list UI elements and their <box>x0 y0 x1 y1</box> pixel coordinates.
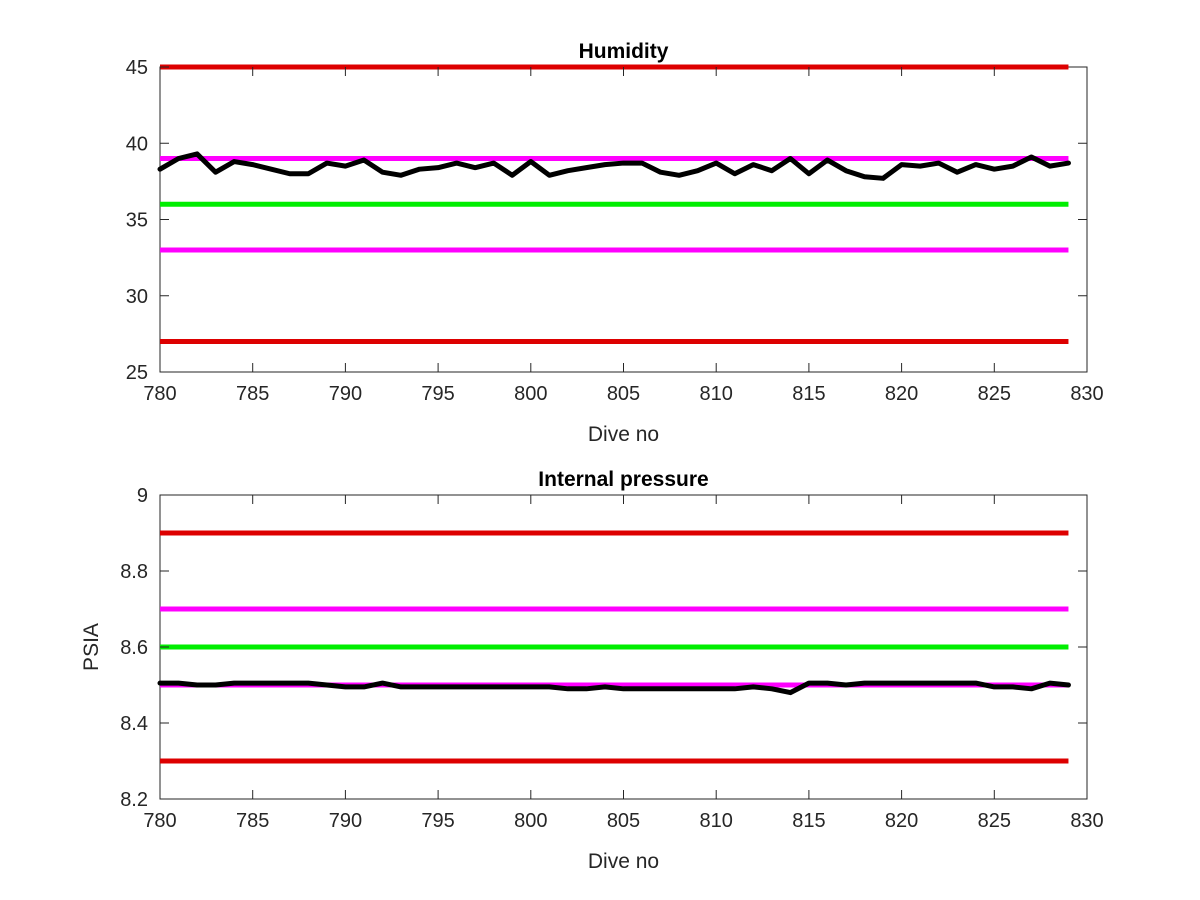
x-tick-label: 785 <box>236 810 269 832</box>
x-tick-label: 805 <box>607 810 640 832</box>
plot-area <box>159 66 1088 373</box>
x-tick-label: 810 <box>700 810 733 832</box>
x-tick-label: 815 <box>792 810 825 832</box>
x-tick-label: 825 <box>978 383 1011 405</box>
data-series-line <box>157 680 1071 696</box>
x-tick-label: 800 <box>514 810 547 832</box>
y-tick-label: 40 <box>126 133 148 155</box>
chart-title: Humidity <box>579 40 669 63</box>
y-tick-label: 25 <box>126 362 148 384</box>
x-tick-label: 795 <box>421 383 454 405</box>
x-tick-label: 830 <box>1070 810 1103 832</box>
x-tick-label: 785 <box>236 383 269 405</box>
x-tick-label: 820 <box>885 383 918 405</box>
x-axis-label: Dive no <box>588 423 659 446</box>
y-tick-label: 30 <box>126 286 148 308</box>
y-tick-label: 8.2 <box>120 789 148 811</box>
chart-title: Internal pressure <box>538 468 708 491</box>
y-tick-label: 8.4 <box>120 713 148 735</box>
x-tick-label: 800 <box>514 383 547 405</box>
x-tick-label: 805 <box>607 383 640 405</box>
x-tick-label: 780 <box>143 383 176 405</box>
x-tick-label: 820 <box>885 810 918 832</box>
x-tick-label: 830 <box>1070 383 1103 405</box>
x-tick-label: 810 <box>700 383 733 405</box>
x-tick-label: 825 <box>978 810 1011 832</box>
humidity-chart: 780 785 790 795 800 805 810 815 820 825 830 25 30 35 4… <box>126 40 1104 446</box>
x-axis-label: Dive no <box>588 850 659 873</box>
y-axis-label: PSIA <box>80 623 103 671</box>
x-tick-label: 780 <box>143 810 176 832</box>
internal-pressure-chart: 780 785 790 795 800 805 810 815 820 825 830 8.2 8.4 8… <box>80 468 1104 873</box>
data-series-line <box>157 151 1071 181</box>
x-tick-label: 815 <box>792 383 825 405</box>
y-tick-label: 35 <box>126 210 148 232</box>
x-tick-label: 790 <box>329 810 362 832</box>
x-tick-label: 790 <box>329 383 362 405</box>
y-tick-label: 45 <box>126 57 148 79</box>
x-tick-label: 795 <box>421 810 454 832</box>
y-tick-label: 8.8 <box>120 561 148 583</box>
y-tick-label: 9 <box>137 485 148 507</box>
y-tick-label: 8.6 <box>120 637 148 659</box>
